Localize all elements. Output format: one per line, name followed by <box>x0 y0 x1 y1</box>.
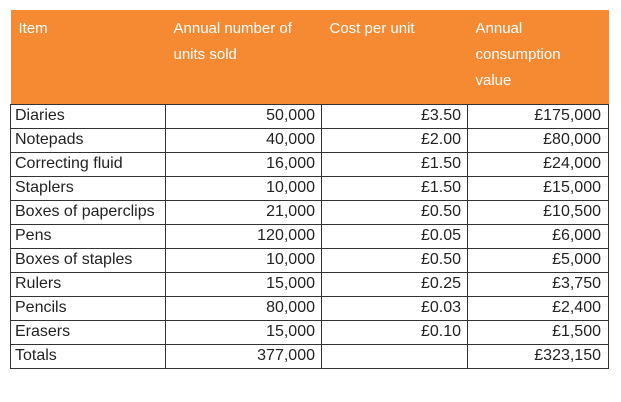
cell-units: 15,000 <box>165 271 322 297</box>
cell-cost: £3.50 <box>321 103 468 129</box>
cell-item: Notepads <box>10 127 166 153</box>
cell-value: £175,000 <box>467 103 609 129</box>
cell-cost: £0.03 <box>321 295 468 321</box>
table-row: Rulers 15,000 £0.25 £3,750 <box>10 271 609 297</box>
cell-cost: £0.50 <box>321 199 468 225</box>
cell-units: 10,000 <box>165 175 322 201</box>
cell-value: £5,000 <box>467 247 609 273</box>
cell-cost: £2.00 <box>321 127 468 153</box>
header-units-sold-label: Annual number of units sold <box>173 20 292 63</box>
consumption-table: Item Annual number of units sold Cost pe… <box>10 10 609 369</box>
cell-value: £15,000 <box>467 175 609 201</box>
table-row: Staplers 10,000 £1.50 £15,000 <box>10 175 609 201</box>
table-body: Diaries 50,000 £3.50 £175,000 Notepads 40,000… <box>10 103 609 369</box>
table-row: Boxes of staples 10,000 £0.50 £5,000 <box>10 247 609 273</box>
cell-item: Boxes of staples <box>10 247 166 273</box>
table-header: Item Annual number of units sold Cost pe… <box>10 10 609 104</box>
totals-label: Totals <box>10 343 166 369</box>
cell-units: 40,000 <box>165 127 322 153</box>
cell-item: Pens <box>10 223 166 249</box>
cell-cost: £0.05 <box>321 223 468 249</box>
table-row: Pens 120,000 £0.05 £6,000 <box>10 223 609 249</box>
cell-item: Pencils <box>10 295 166 321</box>
cell-cost: £0.25 <box>321 271 468 297</box>
header-item: Item <box>10 10 166 104</box>
cell-item: Diaries <box>10 103 166 129</box>
totals-row: Totals 377,000 £323,150 <box>10 343 609 369</box>
cell-units: 10,000 <box>165 247 322 273</box>
cell-value: £10,500 <box>467 199 609 225</box>
totals-units: 377,000 <box>165 343 322 369</box>
table-row: Boxes of paperclips 21,000 £0.50 £10,500 <box>10 199 609 225</box>
cell-cost: £0.50 <box>321 247 468 273</box>
table-row: Notepads 40,000 £2.00 £80,000 <box>10 127 609 153</box>
header-consumption-value-label: Annual consumption value <box>475 20 561 89</box>
cell-value: £24,000 <box>467 151 609 177</box>
cell-item: Erasers <box>10 319 166 345</box>
cell-cost: £1.50 <box>321 175 468 201</box>
header-row: Item Annual number of units sold Cost pe… <box>10 10 609 104</box>
cell-units: 50,000 <box>165 103 322 129</box>
cell-item: Correcting fluid <box>10 151 166 177</box>
table-row: Correcting fluid 16,000 £1.50 £24,000 <box>10 151 609 177</box>
table-row: Erasers 15,000 £0.10 £1,500 <box>10 319 609 345</box>
cell-units: 80,000 <box>165 295 322 321</box>
cell-value: £2,400 <box>467 295 609 321</box>
header-cost-per-unit: Cost per unit <box>321 10 468 104</box>
header-consumption-value: Annual consumption value <box>467 10 609 104</box>
totals-value: £323,150 <box>467 343 609 369</box>
cell-units: 120,000 <box>165 223 322 249</box>
cell-cost: £1.50 <box>321 151 468 177</box>
cell-item: Boxes of paperclips <box>10 199 166 225</box>
cell-value: £80,000 <box>467 127 609 153</box>
cell-item: Rulers <box>10 271 166 297</box>
cell-value: £6,000 <box>467 223 609 249</box>
cell-units: 21,000 <box>165 199 322 225</box>
cell-cost: £0.10 <box>321 319 468 345</box>
table-row: Pencils 80,000 £0.03 £2,400 <box>10 295 609 321</box>
cell-value: £1,500 <box>467 319 609 345</box>
cell-units: 15,000 <box>165 319 322 345</box>
cell-value: £3,750 <box>467 271 609 297</box>
table-row: Diaries 50,000 £3.50 £175,000 <box>10 103 609 129</box>
totals-cost <box>321 343 468 369</box>
cell-units: 16,000 <box>165 151 322 177</box>
header-units-sold: Annual number of units sold <box>165 10 322 104</box>
cell-item: Staplers <box>10 175 166 201</box>
